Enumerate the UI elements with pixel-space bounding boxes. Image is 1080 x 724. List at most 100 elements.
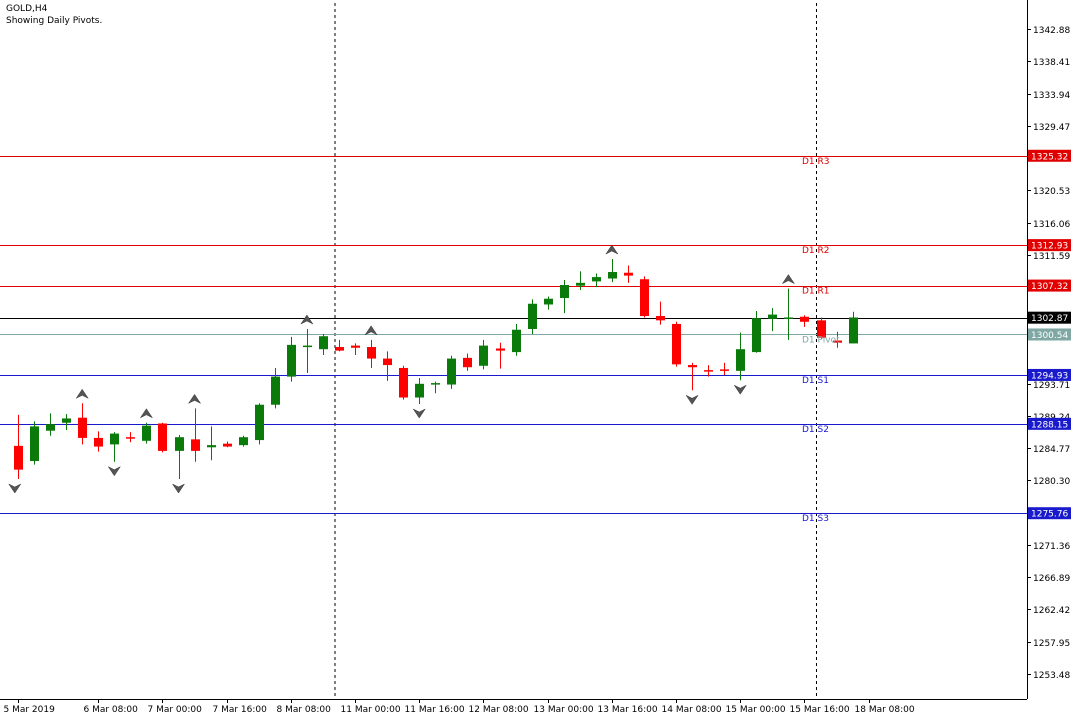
candle-body bbox=[624, 272, 633, 276]
x-tick-label: 6 Mar 08:00 bbox=[84, 705, 139, 715]
x-tick-label: 15 Mar 16:00 bbox=[790, 705, 850, 715]
candle-body bbox=[335, 347, 344, 351]
fractal-down-arrow bbox=[171, 483, 186, 494]
candle-body bbox=[415, 383, 424, 398]
current-price-tag-bg bbox=[1028, 311, 1071, 324]
candle-body bbox=[817, 320, 826, 338]
candle-body bbox=[110, 433, 119, 445]
pivot-price-tag: 1288.15 bbox=[1031, 420, 1068, 430]
y-tick-label: 1293.71 bbox=[1033, 381, 1070, 391]
candle-body bbox=[399, 367, 408, 398]
candle-body bbox=[720, 369, 729, 371]
y-tick-label: 1271.36 bbox=[1033, 542, 1070, 552]
y-tick-label: 1320.53 bbox=[1033, 187, 1070, 197]
candle-body bbox=[463, 357, 472, 368]
candle-body bbox=[784, 317, 793, 319]
fractal-up-arrow bbox=[300, 314, 314, 325]
candle-body bbox=[46, 424, 55, 431]
x-tick-label: 14 Mar 08:00 bbox=[662, 705, 722, 715]
pivot-price-tag-bg bbox=[1028, 507, 1071, 520]
y-tick-label: 1342.88 bbox=[1033, 26, 1070, 36]
candle-body bbox=[271, 376, 280, 405]
candle-body bbox=[672, 323, 681, 365]
candle-body bbox=[512, 329, 521, 353]
pivot-level-name: D1 S2 bbox=[802, 425, 829, 435]
candle-body bbox=[656, 316, 665, 321]
candle-body bbox=[319, 336, 328, 350]
pivot-level-name: D1 S3 bbox=[802, 514, 829, 524]
fractal-down-arrow bbox=[733, 384, 747, 395]
y-tick-label: 1262.42 bbox=[1033, 606, 1070, 616]
fractal-down-arrow bbox=[685, 394, 699, 405]
candle-body bbox=[688, 365, 697, 368]
pivot-price-tag-bg bbox=[1028, 149, 1071, 162]
candle-body bbox=[62, 418, 71, 423]
x-tick-label: 5 Mar 2019 bbox=[4, 705, 56, 715]
y-tick-label: 1280.30 bbox=[1033, 477, 1070, 487]
pivot-price-tag: 1300.54 bbox=[1031, 331, 1068, 341]
pivot-price-tag-bg bbox=[1028, 417, 1071, 430]
pivot-price-tag: 1294.93 bbox=[1031, 371, 1068, 381]
y-tick-label: 1253.48 bbox=[1033, 671, 1070, 681]
x-tick-label: 7 Mar 00:00 bbox=[148, 705, 203, 715]
pivot-price-tag-bg bbox=[1028, 279, 1071, 292]
y-tick-label: 1266.89 bbox=[1033, 574, 1070, 584]
fractal-up-arrow bbox=[781, 274, 796, 285]
symbol-timeframe-label: GOLD,H4 bbox=[6, 4, 48, 14]
x-tick-label: 13 Mar 16:00 bbox=[598, 705, 658, 715]
x-tick-label: 11 Mar 00:00 bbox=[341, 705, 401, 715]
y-tick-label: 1284.77 bbox=[1033, 445, 1070, 455]
pivot-level-name: D1 Pivot bbox=[802, 335, 840, 345]
pivot-level-name: D1 R1 bbox=[802, 287, 830, 297]
x-tick-label: 8 Mar 08:00 bbox=[277, 705, 332, 715]
candle-body bbox=[126, 437, 135, 439]
x-tick-label: 18 Mar 08:00 bbox=[855, 705, 915, 715]
candle-body bbox=[544, 298, 553, 305]
candle-body bbox=[479, 345, 488, 366]
candle-body bbox=[431, 383, 440, 385]
pivot-price-tag-bg bbox=[1028, 239, 1071, 252]
candle-body bbox=[142, 425, 151, 441]
fractal-down-arrow bbox=[412, 408, 426, 419]
candle-body bbox=[447, 358, 456, 385]
candle-body bbox=[351, 345, 360, 348]
x-tick-label: 12 Mar 08:00 bbox=[469, 705, 529, 715]
pivot-price-tag: 1325.32 bbox=[1031, 152, 1068, 162]
fractal-up-arrow bbox=[364, 325, 378, 336]
fractal-up-arrow bbox=[605, 244, 619, 255]
candle-body bbox=[367, 347, 376, 359]
x-tick-label: 13 Mar 00:00 bbox=[534, 705, 594, 715]
candle-body bbox=[608, 272, 617, 279]
candle-body bbox=[383, 358, 392, 366]
candle-body bbox=[175, 437, 184, 451]
fractal-up-arrow bbox=[187, 393, 202, 404]
candle-body bbox=[496, 348, 505, 351]
y-tick-label: 1316.06 bbox=[1033, 220, 1070, 230]
candle-body bbox=[287, 344, 296, 377]
pivot-price-tag: 1275.76 bbox=[1031, 510, 1068, 520]
pivot-price-tag-bg bbox=[1028, 368, 1071, 381]
y-tick-label: 1311.59 bbox=[1033, 252, 1070, 262]
x-tick-label: 15 Mar 00:00 bbox=[726, 705, 786, 715]
candle-body bbox=[207, 445, 216, 448]
candle-body bbox=[768, 314, 777, 319]
fractal-down-arrow bbox=[8, 483, 22, 494]
candle-body bbox=[223, 443, 232, 447]
pivot-level-name: D1 R3 bbox=[802, 157, 830, 167]
pivot-level-name: D1 R2 bbox=[802, 246, 830, 256]
fractal-up-arrow bbox=[75, 388, 89, 399]
candle-body bbox=[94, 437, 103, 447]
candle-body bbox=[704, 370, 713, 372]
candle-body bbox=[640, 279, 649, 317]
candle-body bbox=[30, 426, 39, 461]
candle-body bbox=[303, 345, 312, 348]
candle-body bbox=[191, 439, 200, 451]
candle-body bbox=[158, 423, 167, 451]
indicator-label: Showing Daily Pivots. bbox=[6, 16, 103, 26]
candle-body bbox=[592, 277, 601, 282]
pivot-level-name: D1 S1 bbox=[802, 376, 829, 386]
candle-body bbox=[576, 282, 585, 286]
